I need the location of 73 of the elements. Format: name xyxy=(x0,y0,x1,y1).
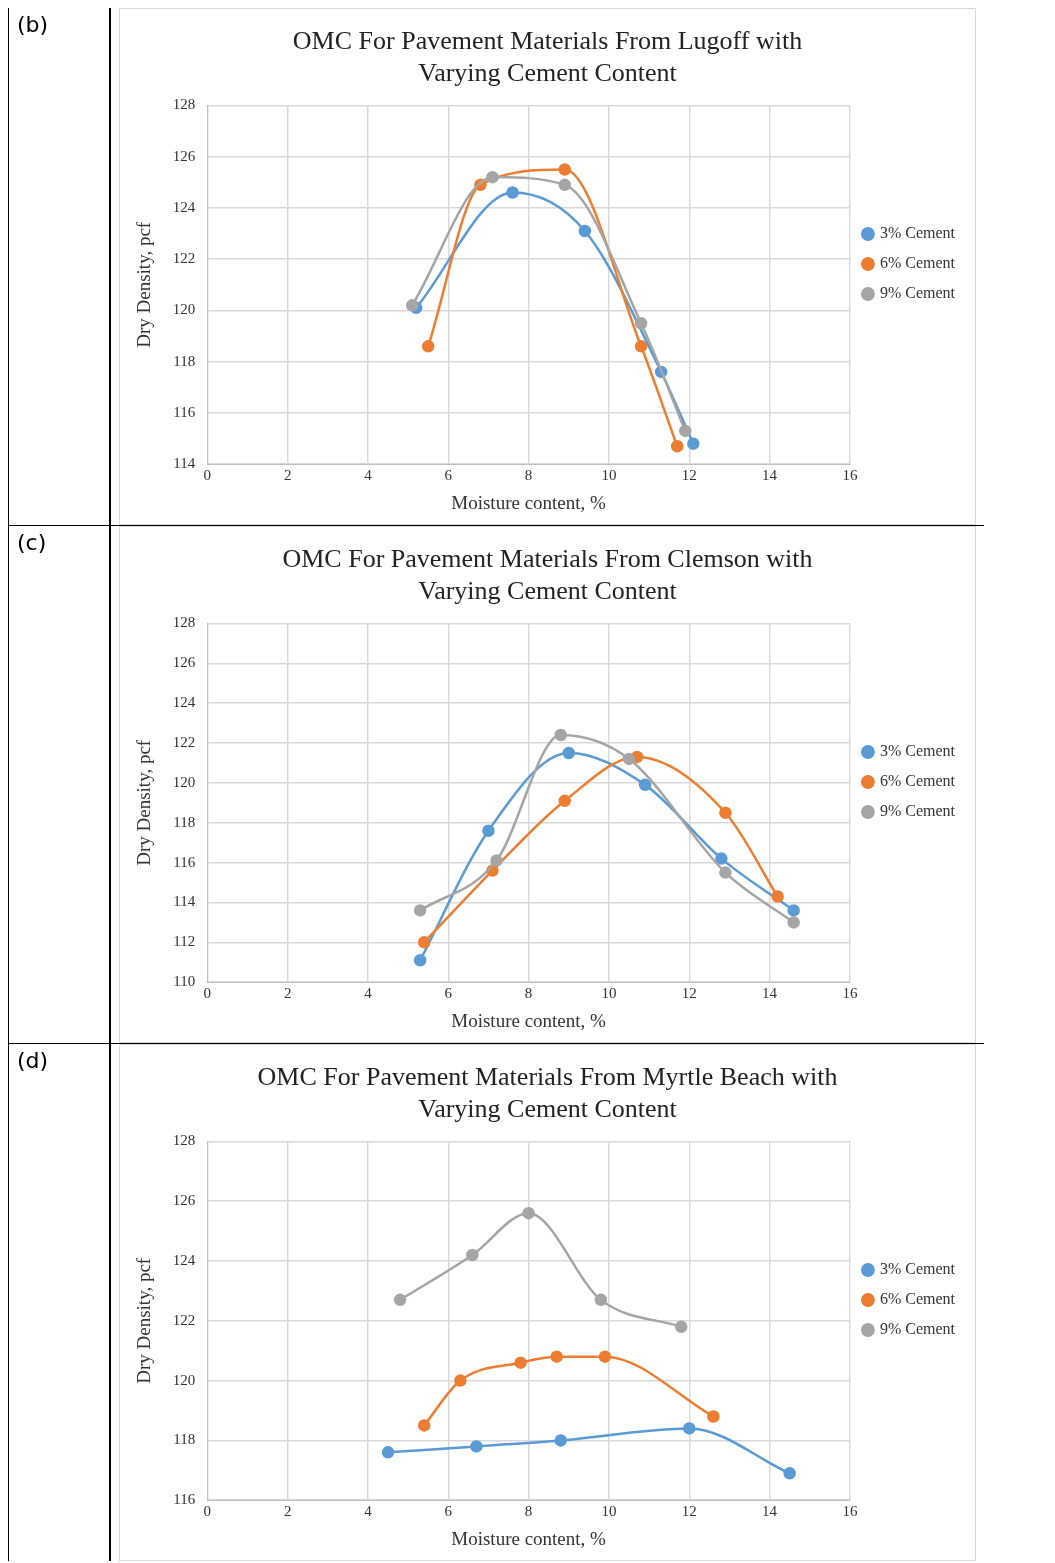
y-tick-label: 116 xyxy=(173,403,196,420)
y-tick-label: 124 xyxy=(172,1251,196,1268)
y-tick-label: 114 xyxy=(173,455,196,472)
x-tick-label: 10 xyxy=(601,467,617,484)
x-tick-label: 12 xyxy=(681,1503,697,1520)
y-tick-label: 110 xyxy=(173,973,196,990)
legend-label: 9% Cement xyxy=(879,802,956,820)
y-axis-title: Dry Density, pcf xyxy=(133,221,155,348)
legend-label: 6% Cement xyxy=(879,1290,956,1308)
y-tick-label: 124 xyxy=(172,694,196,711)
x-tick-label: 0 xyxy=(203,467,212,484)
legend-label: 3% Cement xyxy=(879,742,956,760)
text: (b) xyxy=(17,12,50,37)
y-tick-label: 114 xyxy=(173,893,196,910)
x-tick-label: 0 xyxy=(203,1503,212,1520)
y-axis-title: Dry Density, pcf xyxy=(133,739,155,866)
text: (c) xyxy=(17,530,48,555)
x-tick-label: 4 xyxy=(364,467,373,484)
y-tick-label: 124 xyxy=(172,198,196,215)
legend-label: 3% Cement xyxy=(879,224,956,242)
x-tick-label: 10 xyxy=(601,985,617,1002)
y-tick-label: 116 xyxy=(173,1491,196,1508)
legend-label: 6% Cement xyxy=(879,254,956,272)
y-axis-title: Dry Density, pcf xyxy=(133,1257,155,1384)
y-tick-label: 118 xyxy=(173,352,196,369)
x-tick-label: 14 xyxy=(762,985,778,1002)
x-tick-label: 0 xyxy=(203,985,212,1002)
x-tick-label: 2 xyxy=(283,467,292,484)
x-tick-label: 4 xyxy=(364,985,373,1002)
y-tick-label: 118 xyxy=(173,1431,196,1448)
y-tick-label: 126 xyxy=(172,654,196,671)
y-tick-label: 128 xyxy=(172,96,196,113)
x-axis-title: Moisture content, % xyxy=(451,1009,607,1031)
legend-label: 6% Cement xyxy=(879,772,956,790)
y-tick-label: 120 xyxy=(172,773,196,790)
x-tick-label: 2 xyxy=(283,1503,292,1520)
x-tick-label: 6 xyxy=(444,1503,453,1520)
legend-label: 9% Cement xyxy=(879,1320,956,1338)
x-tick-label: 2 xyxy=(283,985,292,1002)
legend-label: 9% Cement xyxy=(879,284,956,302)
y-tick-label: 122 xyxy=(172,1311,196,1328)
x-tick-label: 12 xyxy=(681,985,697,1002)
x-tick-label: 6 xyxy=(444,985,453,1002)
x-tick-label: 8 xyxy=(524,1503,533,1520)
y-tick-label: 128 xyxy=(172,1132,196,1149)
x-tick-label: 16 xyxy=(842,985,858,1002)
text: (d) xyxy=(17,1048,50,1073)
x-axis-title: Moisture content, % xyxy=(451,1527,607,1549)
x-axis-title: Moisture content, % xyxy=(451,491,607,513)
x-tick-label: 4 xyxy=(364,1503,373,1520)
y-tick-label: 120 xyxy=(172,301,196,318)
x-tick-label: 16 xyxy=(842,1503,858,1520)
y-tick-label: 118 xyxy=(173,813,196,830)
y-tick-label: 128 xyxy=(172,614,196,631)
y-tick-label: 116 xyxy=(173,853,196,870)
y-tick-label: 126 xyxy=(172,147,196,164)
x-tick-label: 10 xyxy=(601,1503,617,1520)
chart-title: OMC For Pavement Materials From Clemson with Varying Cement Content xyxy=(282,544,813,605)
x-tick-label: 8 xyxy=(524,467,533,484)
y-tick-label: 112 xyxy=(173,933,196,950)
y-tick-label: 120 xyxy=(172,1371,196,1388)
x-tick-label: 8 xyxy=(524,985,533,1002)
x-tick-label: 6 xyxy=(444,467,453,484)
x-tick-label: 14 xyxy=(762,1503,778,1520)
y-tick-label: 126 xyxy=(172,1192,196,1209)
legend-label: 3% Cement xyxy=(879,1260,956,1278)
chart-title: OMC For Pavement Materials From Lugoff with Varying Cement Content xyxy=(292,26,803,87)
x-tick-label: 12 xyxy=(681,467,697,484)
y-tick-label: 122 xyxy=(172,733,196,750)
x-tick-label: 16 xyxy=(842,467,858,484)
chart-title: OMC For Pavement Materials From Myrtle Beach with Varying Cement Content xyxy=(257,1062,838,1123)
x-tick-label: 14 xyxy=(762,467,778,484)
y-tick-label: 122 xyxy=(172,250,196,267)
